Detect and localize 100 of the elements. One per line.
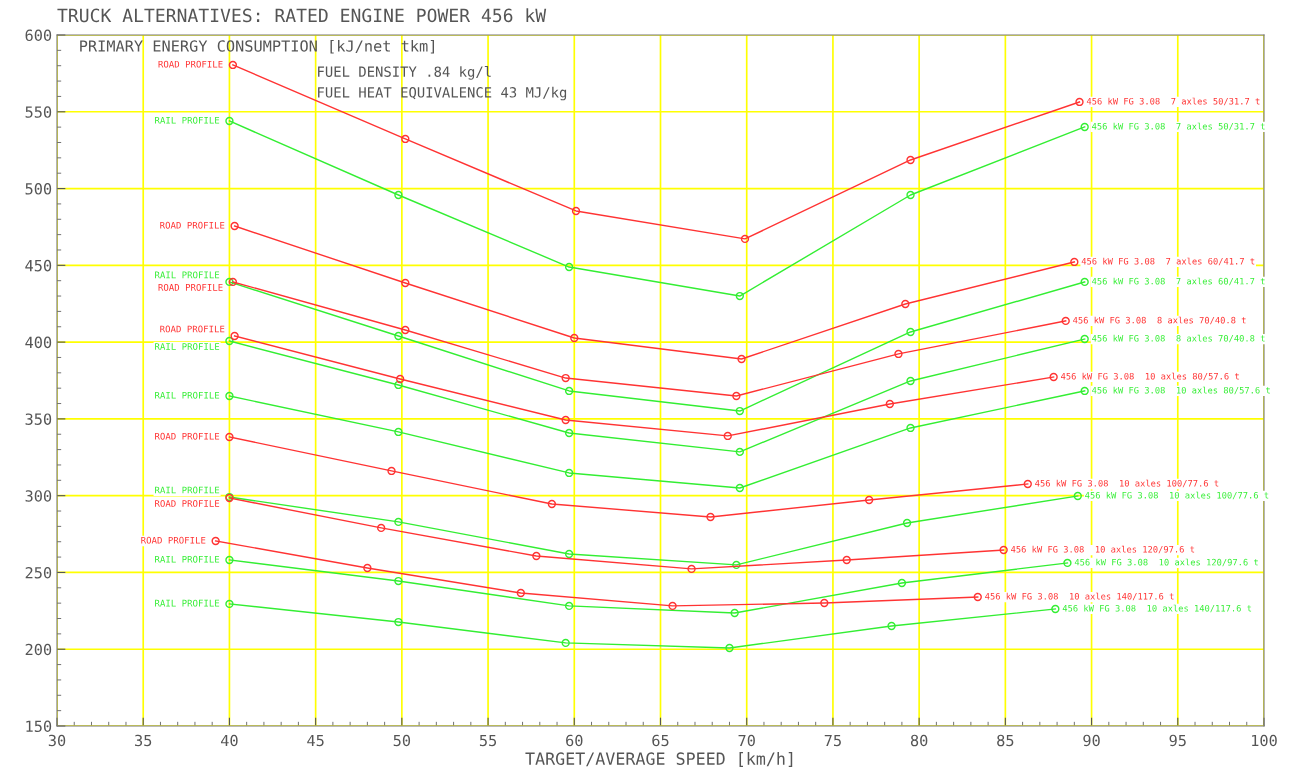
point bbox=[225, 391, 234, 401]
point bbox=[394, 190, 403, 200]
series-label: 456 kW FG 3.08 10 axles 140/117.6 t bbox=[985, 592, 1174, 601]
point bbox=[901, 299, 910, 309]
point bbox=[561, 415, 570, 425]
point bbox=[376, 523, 386, 533]
x-tick-label: 40 bbox=[220, 734, 238, 747]
y-tick-label: 450 bbox=[25, 259, 52, 272]
y-tick-label: 550 bbox=[25, 106, 52, 118]
series-label: 456 kW FG 3.08 7 axles 50/31.7 t bbox=[1092, 122, 1265, 131]
point bbox=[906, 155, 915, 165]
point bbox=[561, 373, 570, 383]
annotation: RAIL PROFILE bbox=[155, 271, 220, 279]
y-tick-label: 150 bbox=[26, 720, 52, 733]
point bbox=[401, 325, 410, 335]
point bbox=[230, 221, 239, 231]
point bbox=[228, 277, 238, 287]
point bbox=[735, 406, 744, 416]
point bbox=[740, 234, 750, 244]
point bbox=[225, 599, 234, 609]
point bbox=[1023, 479, 1032, 489]
annotation: ROAD PROFILE bbox=[160, 325, 225, 333]
series-label: 456 kW FG 3.08 10 axles 120/97.6 t bbox=[1074, 558, 1258, 567]
x-tick-label: 70 bbox=[738, 734, 755, 747]
point bbox=[864, 495, 874, 505]
point bbox=[735, 291, 744, 301]
point bbox=[732, 391, 741, 401]
annotation: ROAD PROFILE bbox=[155, 500, 220, 507]
point bbox=[228, 60, 238, 70]
point bbox=[735, 483, 744, 493]
point bbox=[564, 386, 574, 396]
point bbox=[564, 601, 574, 611]
annotation: ROAD PROFILE bbox=[158, 283, 223, 291]
point bbox=[897, 578, 907, 588]
x-tick-label: 85 bbox=[997, 734, 1014, 747]
point bbox=[1075, 97, 1084, 107]
point bbox=[401, 278, 410, 288]
y-tick-label: 400 bbox=[25, 336, 52, 349]
point bbox=[725, 643, 734, 653]
annotation: RAIL PROFILE bbox=[155, 343, 220, 350]
series-label: 456 kW FG 3.08 10 axles 140/117.6 t bbox=[1062, 604, 1252, 613]
point bbox=[564, 262, 574, 272]
x-tick-label: 75 bbox=[824, 734, 841, 747]
x-tick-label: 60 bbox=[566, 734, 583, 747]
point bbox=[225, 336, 234, 346]
x-tick-label: 55 bbox=[479, 734, 497, 747]
series-label: 456 kW FG 3.08 10 axles 80/57.6 t bbox=[1092, 386, 1270, 395]
point bbox=[561, 638, 570, 648]
point bbox=[225, 555, 234, 565]
point bbox=[894, 349, 903, 359]
series-label: 456 kW FG 3.08 10 axles 100/77.6 t bbox=[1035, 479, 1219, 488]
point bbox=[225, 277, 234, 287]
point bbox=[394, 331, 403, 341]
series-label: 456 kW FG 3.08 7 axles 60/41.7 t bbox=[1092, 277, 1265, 286]
point bbox=[570, 333, 579, 343]
point bbox=[230, 331, 239, 341]
chart-title: TRUCK ALTERNATIVES: RATED ENGINE POWER 456 kW bbox=[57, 8, 547, 23]
y-tick-label: 350 bbox=[25, 413, 52, 425]
point bbox=[225, 116, 234, 126]
point bbox=[906, 327, 915, 337]
x-tick-label: 95 bbox=[1169, 734, 1186, 747]
x-tick-label: 90 bbox=[1083, 734, 1100, 747]
point bbox=[401, 134, 410, 144]
annotation: ROAD PROFILE bbox=[158, 60, 223, 68]
series-label: 456 kW FG 3.08 10 axles 80/57.6 t bbox=[1061, 372, 1239, 381]
series-label: 456 kW FG 3.08 10 axles 120/97.6 t bbox=[1011, 545, 1195, 554]
series-label: 456 kW FG 3.08 8 axles 70/40.8 t bbox=[1073, 316, 1246, 325]
point bbox=[842, 555, 851, 565]
series-label: 456 kW FG 3.08 7 axles 50/31.7 t bbox=[1086, 97, 1260, 106]
y-tick-label: 300 bbox=[25, 490, 52, 502]
point bbox=[1080, 122, 1089, 132]
point bbox=[394, 617, 403, 627]
x-tick-label: 45 bbox=[307, 734, 324, 747]
y-tick-label: 500 bbox=[25, 183, 52, 195]
annotation: ROAD PROFILE bbox=[155, 432, 220, 440]
point bbox=[394, 427, 403, 437]
point bbox=[1080, 334, 1089, 344]
point bbox=[1080, 386, 1089, 396]
point bbox=[668, 601, 677, 611]
x-tick-label: 35 bbox=[135, 734, 152, 747]
x-tick-label: 65 bbox=[652, 734, 669, 747]
annotation: RAIL PROFILE bbox=[155, 486, 220, 494]
point bbox=[737, 354, 746, 364]
point bbox=[999, 545, 1008, 555]
point bbox=[564, 468, 574, 478]
series-label: 456 kW FG 3.08 7 axles 60/41.7 t bbox=[1081, 257, 1255, 266]
point bbox=[1063, 558, 1072, 568]
point bbox=[1073, 491, 1082, 501]
point bbox=[516, 588, 526, 598]
point bbox=[885, 399, 894, 409]
point bbox=[363, 563, 372, 573]
point bbox=[1070, 257, 1079, 267]
point bbox=[564, 428, 574, 438]
point bbox=[1049, 372, 1058, 382]
point bbox=[1080, 277, 1089, 287]
annotation: RAIL PROFILE bbox=[155, 391, 220, 399]
point bbox=[723, 431, 732, 441]
annotation: ROAD PROFILE bbox=[141, 536, 206, 544]
y-tick-label: 250 bbox=[25, 566, 52, 579]
point bbox=[906, 190, 915, 200]
